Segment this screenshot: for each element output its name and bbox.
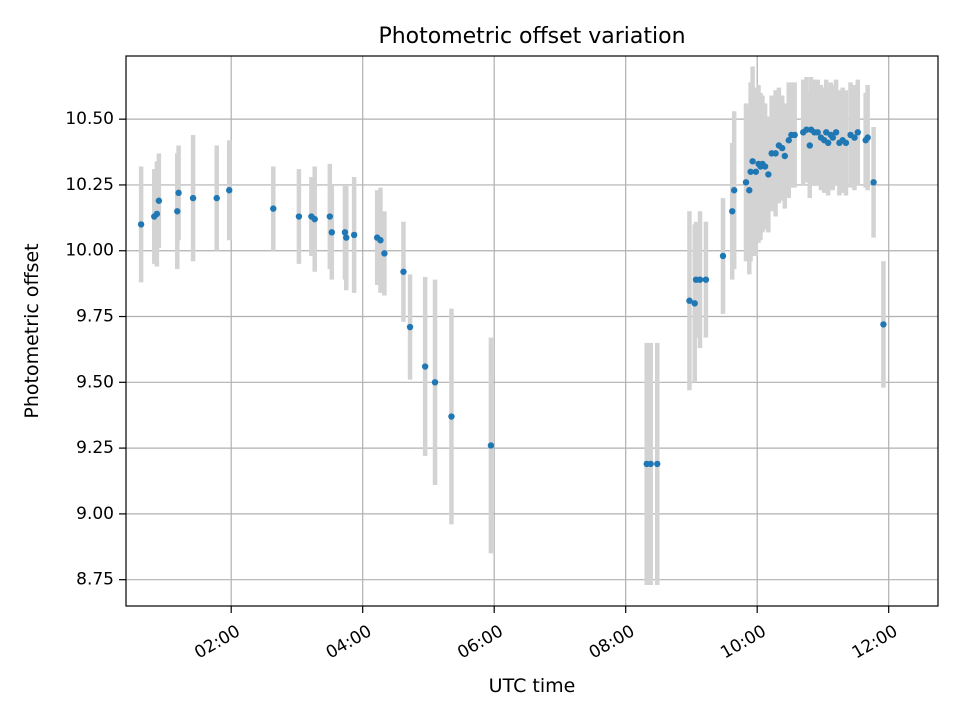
data-point <box>400 268 407 275</box>
data-point <box>328 229 335 236</box>
data-point <box>448 413 455 420</box>
y-tick-label: 10.25 <box>65 175 114 195</box>
data-point <box>785 137 792 144</box>
chart-title: Photometric offset variation <box>378 24 685 49</box>
data-points <box>137 126 887 468</box>
y-tick-label: 9.00 <box>76 504 114 524</box>
data-point <box>175 189 182 197</box>
data-point <box>686 297 693 304</box>
data-point <box>752 168 760 175</box>
data-point <box>381 250 388 257</box>
y-axis-label: Photometric offset <box>21 243 43 418</box>
y-tick-label: 8.75 <box>76 570 114 590</box>
y-tick-label: 9.75 <box>76 307 114 327</box>
y-tick-label: 10.00 <box>65 241 114 261</box>
data-point <box>803 126 810 133</box>
data-point <box>691 300 698 307</box>
data-point <box>226 187 233 194</box>
data-point <box>326 213 334 220</box>
data-point <box>647 460 654 468</box>
data-point <box>749 158 756 165</box>
data-point <box>153 210 161 218</box>
data-point <box>189 194 197 202</box>
y-tick-label: 9.25 <box>76 438 114 458</box>
data-point <box>270 205 277 212</box>
data-point <box>421 363 429 370</box>
data-point <box>174 208 181 215</box>
data-point <box>341 229 349 236</box>
data-point <box>842 139 850 147</box>
data-point <box>854 129 861 136</box>
data-point <box>851 134 858 141</box>
data-point <box>702 276 710 283</box>
data-point <box>791 131 798 139</box>
data-point <box>746 187 753 194</box>
data-point <box>295 213 303 220</box>
y-axis-ticks: 8.75 9.00 9.25 9.50 9.75 10.00 10.25 10.50 <box>65 109 126 590</box>
plot-frame <box>125 55 939 607</box>
data-point <box>350 231 358 239</box>
data-point <box>719 252 727 260</box>
data-point <box>730 187 738 194</box>
y-tick-label: 9.50 <box>76 372 114 392</box>
data-point <box>761 163 769 170</box>
y-tick-label: 10.50 <box>65 109 114 129</box>
data-point <box>343 234 350 241</box>
data-point <box>311 215 318 223</box>
data-point <box>814 129 821 136</box>
data-point <box>742 179 750 186</box>
x-axis-label: UTC time <box>489 675 576 697</box>
data-point <box>654 460 661 468</box>
grid <box>126 56 938 606</box>
data-point <box>765 171 772 178</box>
data-point <box>880 321 887 328</box>
data-point <box>137 221 145 228</box>
data-point <box>406 323 414 331</box>
data-point <box>487 442 495 449</box>
data-point <box>213 194 220 202</box>
data-point <box>747 168 754 175</box>
data-point <box>864 134 871 141</box>
data-point <box>431 379 439 386</box>
data-point <box>155 197 163 204</box>
data-point <box>824 139 832 147</box>
data-point <box>781 152 789 160</box>
data-point <box>829 134 837 141</box>
data-point <box>870 179 877 186</box>
data-point <box>772 150 779 157</box>
data-point <box>696 276 704 283</box>
data-point <box>806 142 813 149</box>
data-point <box>832 129 840 136</box>
data-point <box>778 144 786 152</box>
data-point <box>729 208 736 215</box>
data-point <box>377 237 384 244</box>
